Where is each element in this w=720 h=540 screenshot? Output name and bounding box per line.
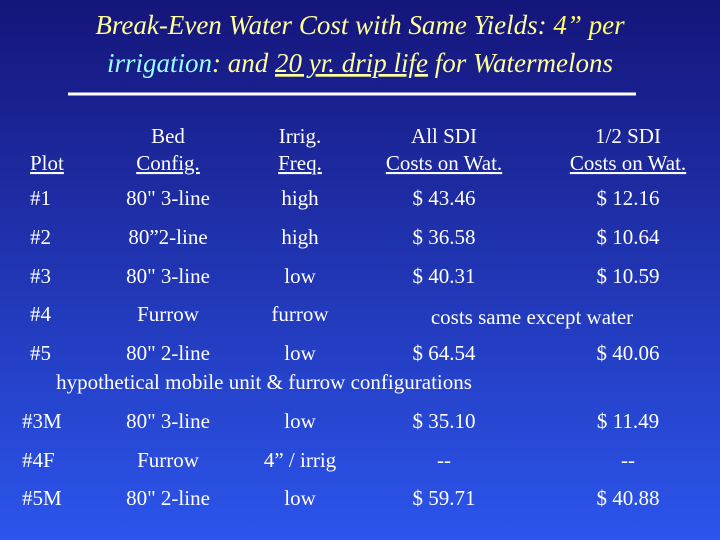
title-part: 4” per bbox=[553, 10, 625, 40]
title-part: 20 yr. drip life bbox=[275, 48, 428, 78]
title-part: for Watermelons bbox=[428, 48, 613, 78]
table-cell: $ 40.06 bbox=[597, 341, 660, 365]
table-cell: $ 36.58 bbox=[413, 225, 476, 249]
table-cell: #2 bbox=[30, 225, 51, 249]
title-line-2: irrigation: and 20 yr. drip life for Wat… bbox=[107, 48, 613, 78]
title-part: : and bbox=[212, 48, 275, 78]
header-cell: Freq. bbox=[278, 151, 322, 175]
table-cell: high bbox=[281, 186, 319, 210]
table-cell: Furrow bbox=[137, 302, 200, 326]
table-cell: low bbox=[284, 486, 316, 510]
table-cell: #4 bbox=[30, 302, 52, 326]
title-part: Break-Even Water Cost with Same Yields bbox=[95, 10, 537, 40]
table-cell: #3 bbox=[30, 264, 51, 288]
table-cell: low bbox=[284, 341, 316, 365]
header-cell: Config. bbox=[136, 151, 200, 175]
table-cell: 80" 3-line bbox=[126, 186, 210, 210]
table-cell: 80" 2-line bbox=[126, 486, 210, 510]
table-cell: -- bbox=[621, 448, 635, 472]
table-cell: high bbox=[281, 225, 319, 249]
table-cell: -- bbox=[437, 448, 451, 472]
table-note: hypothetical mobile unit & furrow config… bbox=[56, 370, 472, 394]
table-cell: $ 11.49 bbox=[597, 409, 659, 433]
table-cell: #4F bbox=[22, 448, 55, 472]
table-cell: #3M bbox=[22, 409, 62, 433]
table-cell: low bbox=[284, 264, 316, 288]
table-cell: 80" 3-line bbox=[126, 264, 210, 288]
table-cell: $ 43.46 bbox=[413, 186, 476, 210]
table-cell: $ 10.64 bbox=[597, 225, 661, 249]
table-cell: Furrow bbox=[137, 448, 200, 472]
header-cell: Costs on Wat. bbox=[570, 151, 686, 175]
table-cell: furrow bbox=[271, 302, 329, 326]
title-part: : bbox=[538, 10, 554, 40]
table-cell: low bbox=[284, 409, 316, 433]
table-cell: #1 bbox=[30, 186, 51, 210]
table-cell: #5M bbox=[22, 486, 62, 510]
table-cell: 80" 3-line bbox=[126, 409, 210, 433]
header-cell: All SDI bbox=[411, 124, 477, 148]
table-cell: 80”2-line bbox=[128, 225, 207, 249]
header-cell: Irrig. bbox=[279, 124, 322, 148]
table-cell: 4” / irrig bbox=[264, 448, 337, 472]
header-cell: Bed bbox=[151, 124, 185, 148]
table-cell: #5 bbox=[30, 341, 51, 365]
table-note: costs same except water bbox=[431, 305, 633, 329]
header-cell: Costs on Wat. bbox=[386, 151, 502, 175]
table-cell: $ 12.16 bbox=[597, 186, 660, 210]
header-cell: Plot bbox=[30, 151, 64, 175]
table-cell: $ 40.88 bbox=[597, 486, 660, 510]
header-cell: 1/2 SDI bbox=[595, 124, 661, 148]
table-cell: $ 64.54 bbox=[413, 341, 477, 365]
table-cell: $ 40.31 bbox=[413, 264, 476, 288]
title-part: irrigation bbox=[107, 48, 212, 78]
table-cell: 80" 2-line bbox=[126, 341, 210, 365]
table-cell: $ 59.71 bbox=[413, 486, 476, 510]
table-cell: $ 10.59 bbox=[597, 264, 660, 288]
table-cell: $ 35.10 bbox=[413, 409, 476, 433]
title-line-1: Break-Even Water Cost with Same Yields: … bbox=[95, 10, 625, 40]
